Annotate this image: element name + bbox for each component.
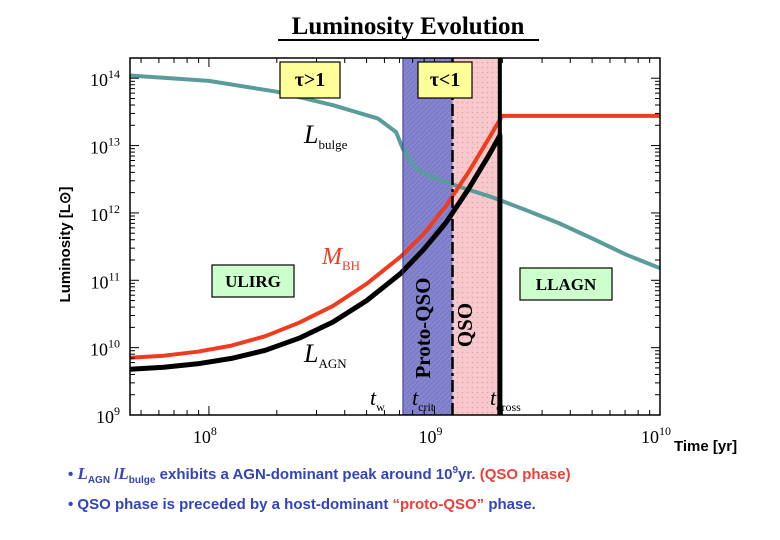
bullet-slash: / [110, 466, 119, 483]
bullet-l-bulge: L [118, 464, 129, 483]
bullet-1-text: exhibits a AGN-dominant peak around 10 [155, 466, 453, 483]
y-tick-label: 109 [96, 404, 120, 427]
bullet-l-bulge-sub: bulge [128, 475, 156, 486]
label-t-w-sub: w [376, 400, 385, 414]
x-tick-label-base: 10 [193, 427, 211, 447]
label-t-w-main: t [370, 385, 377, 410]
x-tick-label-exp: 10 [659, 424, 671, 438]
bullet-1-red: (QSO phase) [475, 466, 571, 483]
label-t-w: tw [370, 385, 385, 414]
proto-qso-band-texture [402, 58, 453, 415]
ulirg-box-text: ULIRG [225, 272, 281, 291]
y-tick-label-exp: 9 [114, 404, 120, 418]
y-tick-label-exp: 11 [108, 269, 120, 283]
y-tick-label: 1012 [90, 202, 120, 225]
bullet-2-text: QSO phase is preceded by a host-dominant [73, 496, 393, 513]
plot-frame [129, 57, 661, 416]
bullet-2: • QSO phase is preceded by a host-domina… [68, 496, 536, 513]
x-tick-label: 108 [193, 424, 217, 447]
label-l-agn: LAGN [303, 339, 347, 371]
label-m-bh: MBH [321, 244, 360, 273]
y-tick-label-base: 10 [90, 138, 108, 158]
label-l-agn-sub: AGN [318, 356, 347, 371]
bullet-dot-1: • [68, 466, 74, 483]
tau-greater-box-box [279, 61, 341, 99]
x-tick-label: 1010 [641, 424, 671, 447]
x-tick-label-exp: 8 [211, 424, 217, 438]
label-t-crit-main: t [412, 385, 419, 410]
chart-title: Luminosity Evolution [292, 13, 525, 40]
ulirg-box-box [211, 264, 295, 298]
label-m-bh-main: M [321, 244, 344, 270]
series-l-agn [129, 133, 503, 415]
qso-band-texture [452, 58, 500, 415]
label-t-crit: tcrit [412, 385, 435, 414]
tau-less-box-text: τ<1 [430, 69, 461, 91]
bullet-l-agn: L [77, 464, 88, 483]
y-axis-label: Luminosity [L⊙] [57, 187, 74, 303]
x-tick-label-base: 10 [418, 427, 436, 447]
y-tick-label-base: 10 [90, 205, 108, 225]
y-tick-label: 1011 [90, 269, 120, 292]
bullet-2-text2: phase. [484, 496, 536, 513]
y-tick-label-exp: 12 [108, 202, 120, 216]
tau-less-box-box [417, 61, 473, 99]
x-tick-label-exp: 9 [436, 424, 442, 438]
label-l-agn-main: L [303, 339, 318, 368]
bullet-2-red: “proto-QSO” [392, 496, 485, 513]
y-tick-label-exp: 13 [108, 135, 120, 149]
bullet-1-text2: yr. [458, 466, 476, 483]
y-tick-label-exp: 10 [108, 337, 120, 351]
y-tick-label: 1010 [90, 337, 120, 360]
x-axis-label: Time [yr] [674, 438, 737, 455]
x-tick-label-base: 10 [641, 427, 659, 447]
y-tick-label-base: 10 [96, 407, 114, 427]
label-t-crit-sub: crit [418, 400, 435, 414]
label-m-bh-sub: BH [342, 258, 360, 273]
y-tick-label-base: 10 [90, 272, 108, 292]
bullet-dot-2: • [68, 496, 74, 513]
qso-label: QSO [453, 303, 477, 347]
y-tick-label-exp: 14 [108, 67, 120, 81]
label-t-cross-main: t [490, 385, 497, 410]
label-t-cross-sub: cross [496, 400, 521, 414]
bullet-1: • LAGN /Lbulge exhibits a AGN-dominant p… [68, 464, 571, 486]
proto-qso-label: Proto-QSO [411, 277, 435, 378]
series-l-bulge [129, 73, 661, 271]
y-tick-label: 1014 [90, 67, 120, 90]
tau-greater-box-text: τ>1 [295, 69, 326, 91]
label-l-bulge-main: L [303, 120, 318, 149]
label-t-cross: tcross [490, 385, 521, 414]
y-tick-label-base: 10 [90, 70, 108, 90]
series-m-bh [129, 113, 660, 360]
bullet-1-exp: 9 [452, 465, 459, 476]
y-tick-label: 1013 [90, 135, 120, 158]
x-tick-label: 109 [418, 424, 442, 447]
label-l-bulge: Lbulge [303, 120, 348, 152]
y-tick-label-base: 10 [90, 340, 108, 360]
label-l-bulge-sub: bulge [318, 137, 347, 152]
bullet-l-agn-sub: AGN [87, 475, 111, 486]
llagn-box-text: LLAGN [536, 275, 597, 294]
llagn-box-box [519, 267, 613, 301]
